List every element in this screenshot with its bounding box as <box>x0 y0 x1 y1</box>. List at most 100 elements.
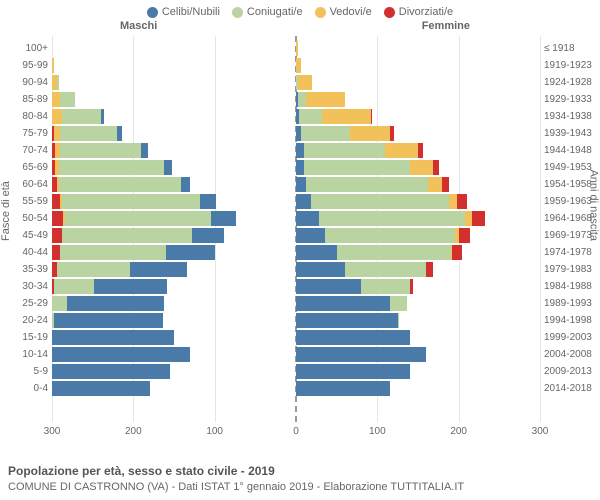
bar-segment <box>296 177 306 192</box>
pyramid-row <box>52 126 540 141</box>
legend-item: Divorziati/e <box>384 6 453 18</box>
bar-segment <box>442 177 449 192</box>
bar-segment <box>211 211 235 226</box>
plot-area: Fasce di età Anni di nascita 100+95-9990… <box>0 36 600 446</box>
birth-year-tick: 1939-1943 <box>544 129 592 139</box>
age-tick: 0-4 <box>34 384 48 394</box>
bar-segment <box>296 194 311 209</box>
legend: Celibi/NubiliConiugati/eVedovi/eDivorzia… <box>0 0 600 20</box>
bar-segment <box>304 160 410 175</box>
bar-segment <box>428 177 443 192</box>
male-bar <box>52 75 296 90</box>
gender-headers: Maschi Femmine <box>0 20 600 36</box>
male-bar <box>52 364 296 379</box>
bar-segment <box>52 92 60 107</box>
male-bar <box>52 58 296 73</box>
chart-title: Popolazione per età, sesso e stato civil… <box>8 464 464 480</box>
x-tick: 100 <box>369 426 386 437</box>
x-tick: 200 <box>450 426 467 437</box>
bar-segment <box>52 109 62 124</box>
header-female: Femmine <box>422 20 470 32</box>
bar-segment <box>52 228 62 243</box>
male-bar <box>52 245 296 260</box>
bar-segment <box>385 143 418 158</box>
bar-segment <box>298 75 313 90</box>
age-tick: 5-9 <box>34 367 48 377</box>
male-bar <box>52 313 296 328</box>
pyramid-row <box>52 364 540 379</box>
age-tick: 55-59 <box>22 197 48 207</box>
birth-year-tick: 1934-1938 <box>544 112 592 122</box>
bar-segment <box>306 92 345 107</box>
birth-year-tick: 1994-1998 <box>544 316 592 326</box>
female-bar <box>296 245 540 260</box>
birth-year-tick: 2014-2018 <box>544 384 592 394</box>
age-tick: 25-29 <box>22 299 48 309</box>
bar-segment <box>60 126 117 141</box>
pyramid-row <box>52 313 540 328</box>
male-bar <box>52 109 296 124</box>
bar-segment <box>371 109 373 124</box>
female-bar <box>296 381 540 396</box>
bar-segment <box>361 279 410 294</box>
legend-swatch <box>315 7 326 18</box>
pyramid-row <box>52 347 540 362</box>
population-pyramid-chart: Celibi/NubiliConiugati/eVedovi/eDivorzia… <box>0 0 600 500</box>
age-tick: 15-19 <box>22 333 48 343</box>
bar-segment <box>200 194 216 209</box>
female-bar <box>296 126 540 141</box>
pyramid-row <box>52 177 540 192</box>
age-tick: 65-69 <box>22 163 48 173</box>
bar-segment <box>433 160 440 175</box>
bar-segment <box>130 262 187 277</box>
bar-segment <box>410 160 433 175</box>
bar-segment <box>52 194 60 209</box>
bar-segment <box>65 211 211 226</box>
pyramid-row <box>52 211 540 226</box>
bar-segment <box>296 245 337 260</box>
age-tick: 90-94 <box>22 78 48 88</box>
bar-segment <box>304 143 385 158</box>
legend-label: Vedovi/e <box>330 6 372 18</box>
bar-segment <box>296 143 304 158</box>
bar-segment <box>166 245 215 260</box>
bar-segment <box>296 211 319 226</box>
age-tick: 85-89 <box>22 95 48 105</box>
bar-segment <box>52 364 170 379</box>
female-bar <box>296 194 540 209</box>
bar-segment <box>52 296 67 311</box>
grid-line <box>540 36 541 422</box>
age-tick: 60-64 <box>22 180 48 190</box>
x-axis: 3002001000100200300 <box>52 422 540 446</box>
bar-segment <box>54 279 95 294</box>
female-bar <box>296 313 540 328</box>
bar-segment <box>459 228 470 243</box>
bar-segment <box>101 109 104 124</box>
pyramid-row <box>52 41 540 56</box>
bar-segment <box>296 279 361 294</box>
pyramid-row <box>52 381 540 396</box>
female-bar <box>296 109 540 124</box>
pyramid-row <box>52 279 540 294</box>
birth-year-tick: 1974-1978 <box>544 248 592 258</box>
bar-segment <box>52 347 190 362</box>
y-axis-right: ≤ 19181919-19231924-19281929-19331934-19… <box>540 36 600 446</box>
bar-segment <box>306 177 428 192</box>
age-tick: 40-44 <box>22 248 48 258</box>
age-tick: 95-99 <box>22 61 48 71</box>
bar-segment <box>296 228 325 243</box>
birth-year-tick: 1949-1953 <box>544 163 592 173</box>
female-bar <box>296 296 540 311</box>
female-bar <box>296 75 540 90</box>
bar-segment <box>296 41 298 56</box>
bar-segment <box>57 262 130 277</box>
bar-segment <box>449 194 457 209</box>
bar-segment <box>350 126 391 141</box>
bar-segment <box>426 262 433 277</box>
bar-segment <box>296 296 390 311</box>
pyramid-row <box>52 228 540 243</box>
legend-item: Coniugati/e <box>232 6 303 18</box>
age-tick: 35-39 <box>22 265 48 275</box>
x-tick: 300 <box>532 426 549 437</box>
bar-segment <box>62 109 101 124</box>
